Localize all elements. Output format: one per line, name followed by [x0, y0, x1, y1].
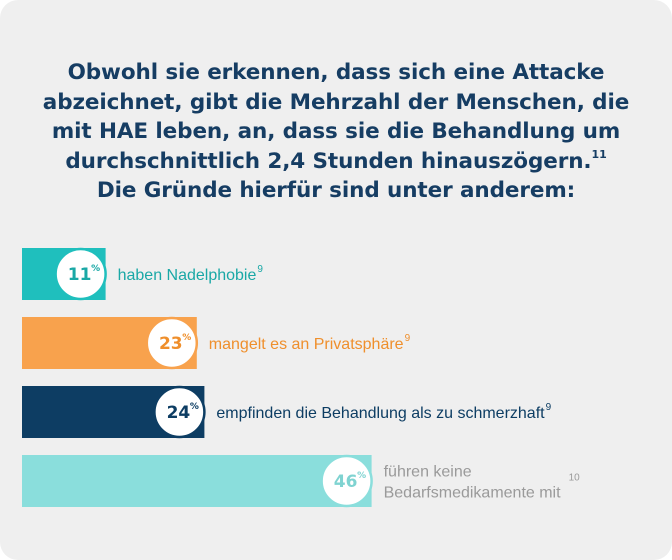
bar-label-4-line-1: führen keine [384, 464, 472, 481]
bar-4 [22, 455, 372, 507]
bar-value-unit-3: % [190, 402, 199, 412]
bar-value-circle-4 [320, 454, 373, 508]
bar-value-3: 24 [167, 403, 191, 423]
bar-value-circle-3 [153, 385, 206, 439]
bar-value-circle-2 [145, 316, 199, 370]
bar-label-footnote-4: 10 [569, 473, 581, 484]
headline: Obwohl sie erkennen, dass sich eine Atta… [20, 58, 652, 206]
bar-value-unit-4: % [357, 471, 366, 481]
headline-text: Obwohl sie erkennen, dass sich eine Atta… [42, 60, 630, 174]
bar-value-2: 23 [159, 334, 183, 354]
headline-subline: Die Gründe hierfür sind unter anderem: [96, 178, 576, 203]
bar-label-1: haben Nadelphobie [118, 267, 257, 284]
bar-label-footnote-3: 9 [546, 402, 552, 413]
bar-value-4: 46 [334, 472, 358, 492]
bar-value-1: 11 [68, 265, 92, 285]
bar-label-4-line-2: Bedarfsmedikamente mit [384, 485, 562, 502]
bar-label-2: mangelt es an Privatsphäre [209, 336, 404, 353]
bar-label-3: empfinden die Behandlung als zu schmerzh… [216, 405, 545, 422]
headline-footnote: 11 [591, 147, 607, 161]
bar-label-footnote-1: 9 [257, 264, 263, 275]
bar-label-footnote-2: 9 [405, 333, 411, 344]
bar-value-circle-1 [54, 247, 107, 301]
bar-value-unit-2: % [182, 333, 191, 343]
bar-value-unit-1: % [91, 264, 100, 274]
